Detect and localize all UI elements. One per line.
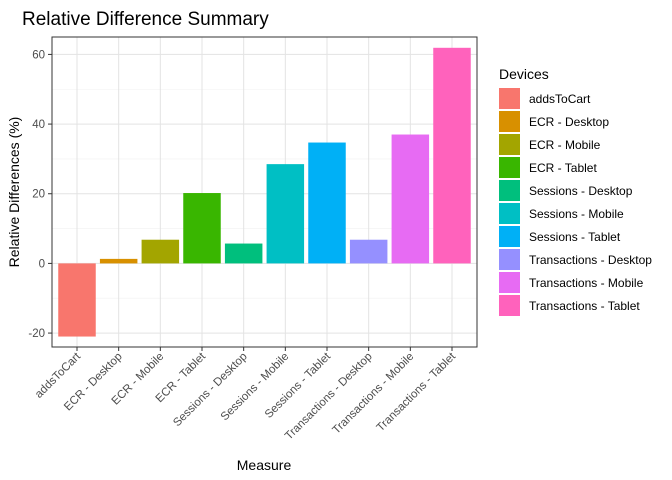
legend-swatch [499,134,520,155]
legend-label: Sessions - Tablet [529,230,621,244]
x-tick-label: Transactions - Tablet [375,350,459,434]
y-tick-label: 20 [32,189,45,201]
y-axis-ticks: -20 0 20 40 60 [28,49,52,340]
bar [266,164,305,264]
bar [141,239,180,264]
bar [224,243,263,264]
bar [349,239,388,264]
legend: Devices addsToCart ECR - Desktop ECR - Mob… [499,66,652,316]
x-tick-label: Transactions - Mobile [331,351,417,437]
legend-swatch [499,203,520,224]
bars [58,47,471,337]
legend-swatch [499,249,520,270]
legend-label: ECR - Desktop [529,115,609,129]
bar [391,134,430,264]
legend-swatch [499,157,520,178]
legend-swatch [499,226,520,247]
bar [308,142,346,264]
y-tick-label: 60 [32,49,45,61]
legend-label: ECR - Tablet [529,161,597,175]
x-axis-title: Measure [237,457,292,473]
y-tick-label: 0 [39,258,45,270]
legend-label: Sessions - Mobile [529,207,624,221]
plot-panel-border [51,36,478,348]
legend-label: Transactions - Tablet [529,299,640,313]
legend-label: addsToCart [529,92,591,106]
y-axis-title: Relative Differences (%) [6,117,22,268]
legend-label: Transactions - Mobile [529,276,644,290]
x-tick-label: Sessions - Desktop [171,351,250,430]
legend-swatch [499,295,520,316]
legend-label: Transactions - Desktop [529,253,652,267]
chart-title: Relative Difference Summary [22,9,269,30]
legend-swatch [499,88,520,109]
bar [433,47,471,264]
legend-swatch [499,111,520,132]
legend-label: Sessions - Desktop [529,184,633,198]
bar [58,263,96,337]
bar [183,193,221,264]
y-tick-label: -20 [28,328,45,340]
bar [99,258,138,264]
legend-title: Devices [499,66,549,82]
legend-swatch [499,272,520,293]
legend-label: ECR - Mobile [529,138,601,152]
y-tick-label: 40 [32,119,45,131]
legend-swatch [499,180,520,201]
